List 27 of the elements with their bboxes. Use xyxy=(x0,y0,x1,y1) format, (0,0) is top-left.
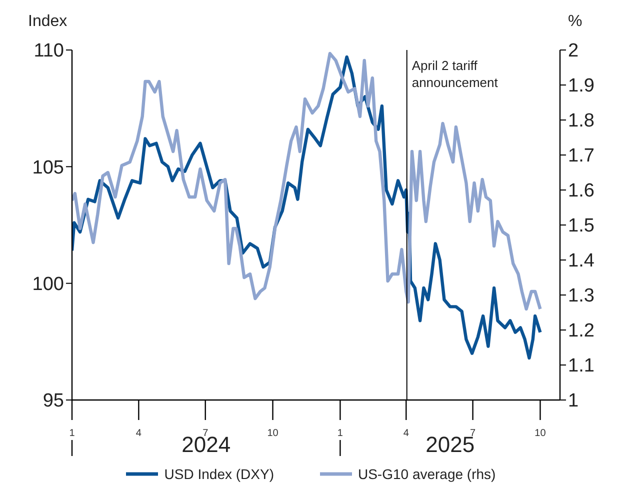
legend-label: US-G10 average (rhs) xyxy=(358,466,496,482)
ref-line-label: April 2 tariff announcement xyxy=(412,58,498,90)
y-tick-label: 100 xyxy=(32,274,64,296)
y2-tick-label: 1.2 xyxy=(568,320,594,342)
y2-tick-label: 1.5 xyxy=(568,216,594,237)
x-tick-label: 10 xyxy=(267,428,279,439)
y2-tick-label: 1.4 xyxy=(568,250,595,272)
y2-tick-label: 2 xyxy=(568,40,579,62)
x-tick-label: 10 xyxy=(534,428,546,439)
x-tick-label: 1 xyxy=(69,428,76,439)
y2-axis-title: % xyxy=(568,13,582,30)
y2-tick-label: 1.9 xyxy=(568,76,594,97)
y2-tick-label: 1.3 xyxy=(568,286,594,307)
y-axis-title: Index xyxy=(28,13,68,30)
x-tick-label: 4 xyxy=(403,428,410,439)
y2-tick-label: 1.7 xyxy=(568,146,594,167)
x-tick-label: 4 xyxy=(136,428,142,439)
y-tick-label: 95 xyxy=(42,390,64,412)
legend-label: USD Index (DXY) xyxy=(164,466,274,482)
y2-tick-label: 1 xyxy=(568,390,579,412)
x-tick-label: 7 xyxy=(202,428,209,439)
y2-tick-label: 1.1 xyxy=(568,356,594,377)
y2-tick-label: 1.8 xyxy=(568,110,594,132)
x-tick-label: 1 xyxy=(337,428,344,439)
y2-tick-label: 1.6 xyxy=(568,180,594,202)
y-tick-label: 110 xyxy=(34,40,64,62)
y-tick-label: 105 xyxy=(32,157,64,178)
